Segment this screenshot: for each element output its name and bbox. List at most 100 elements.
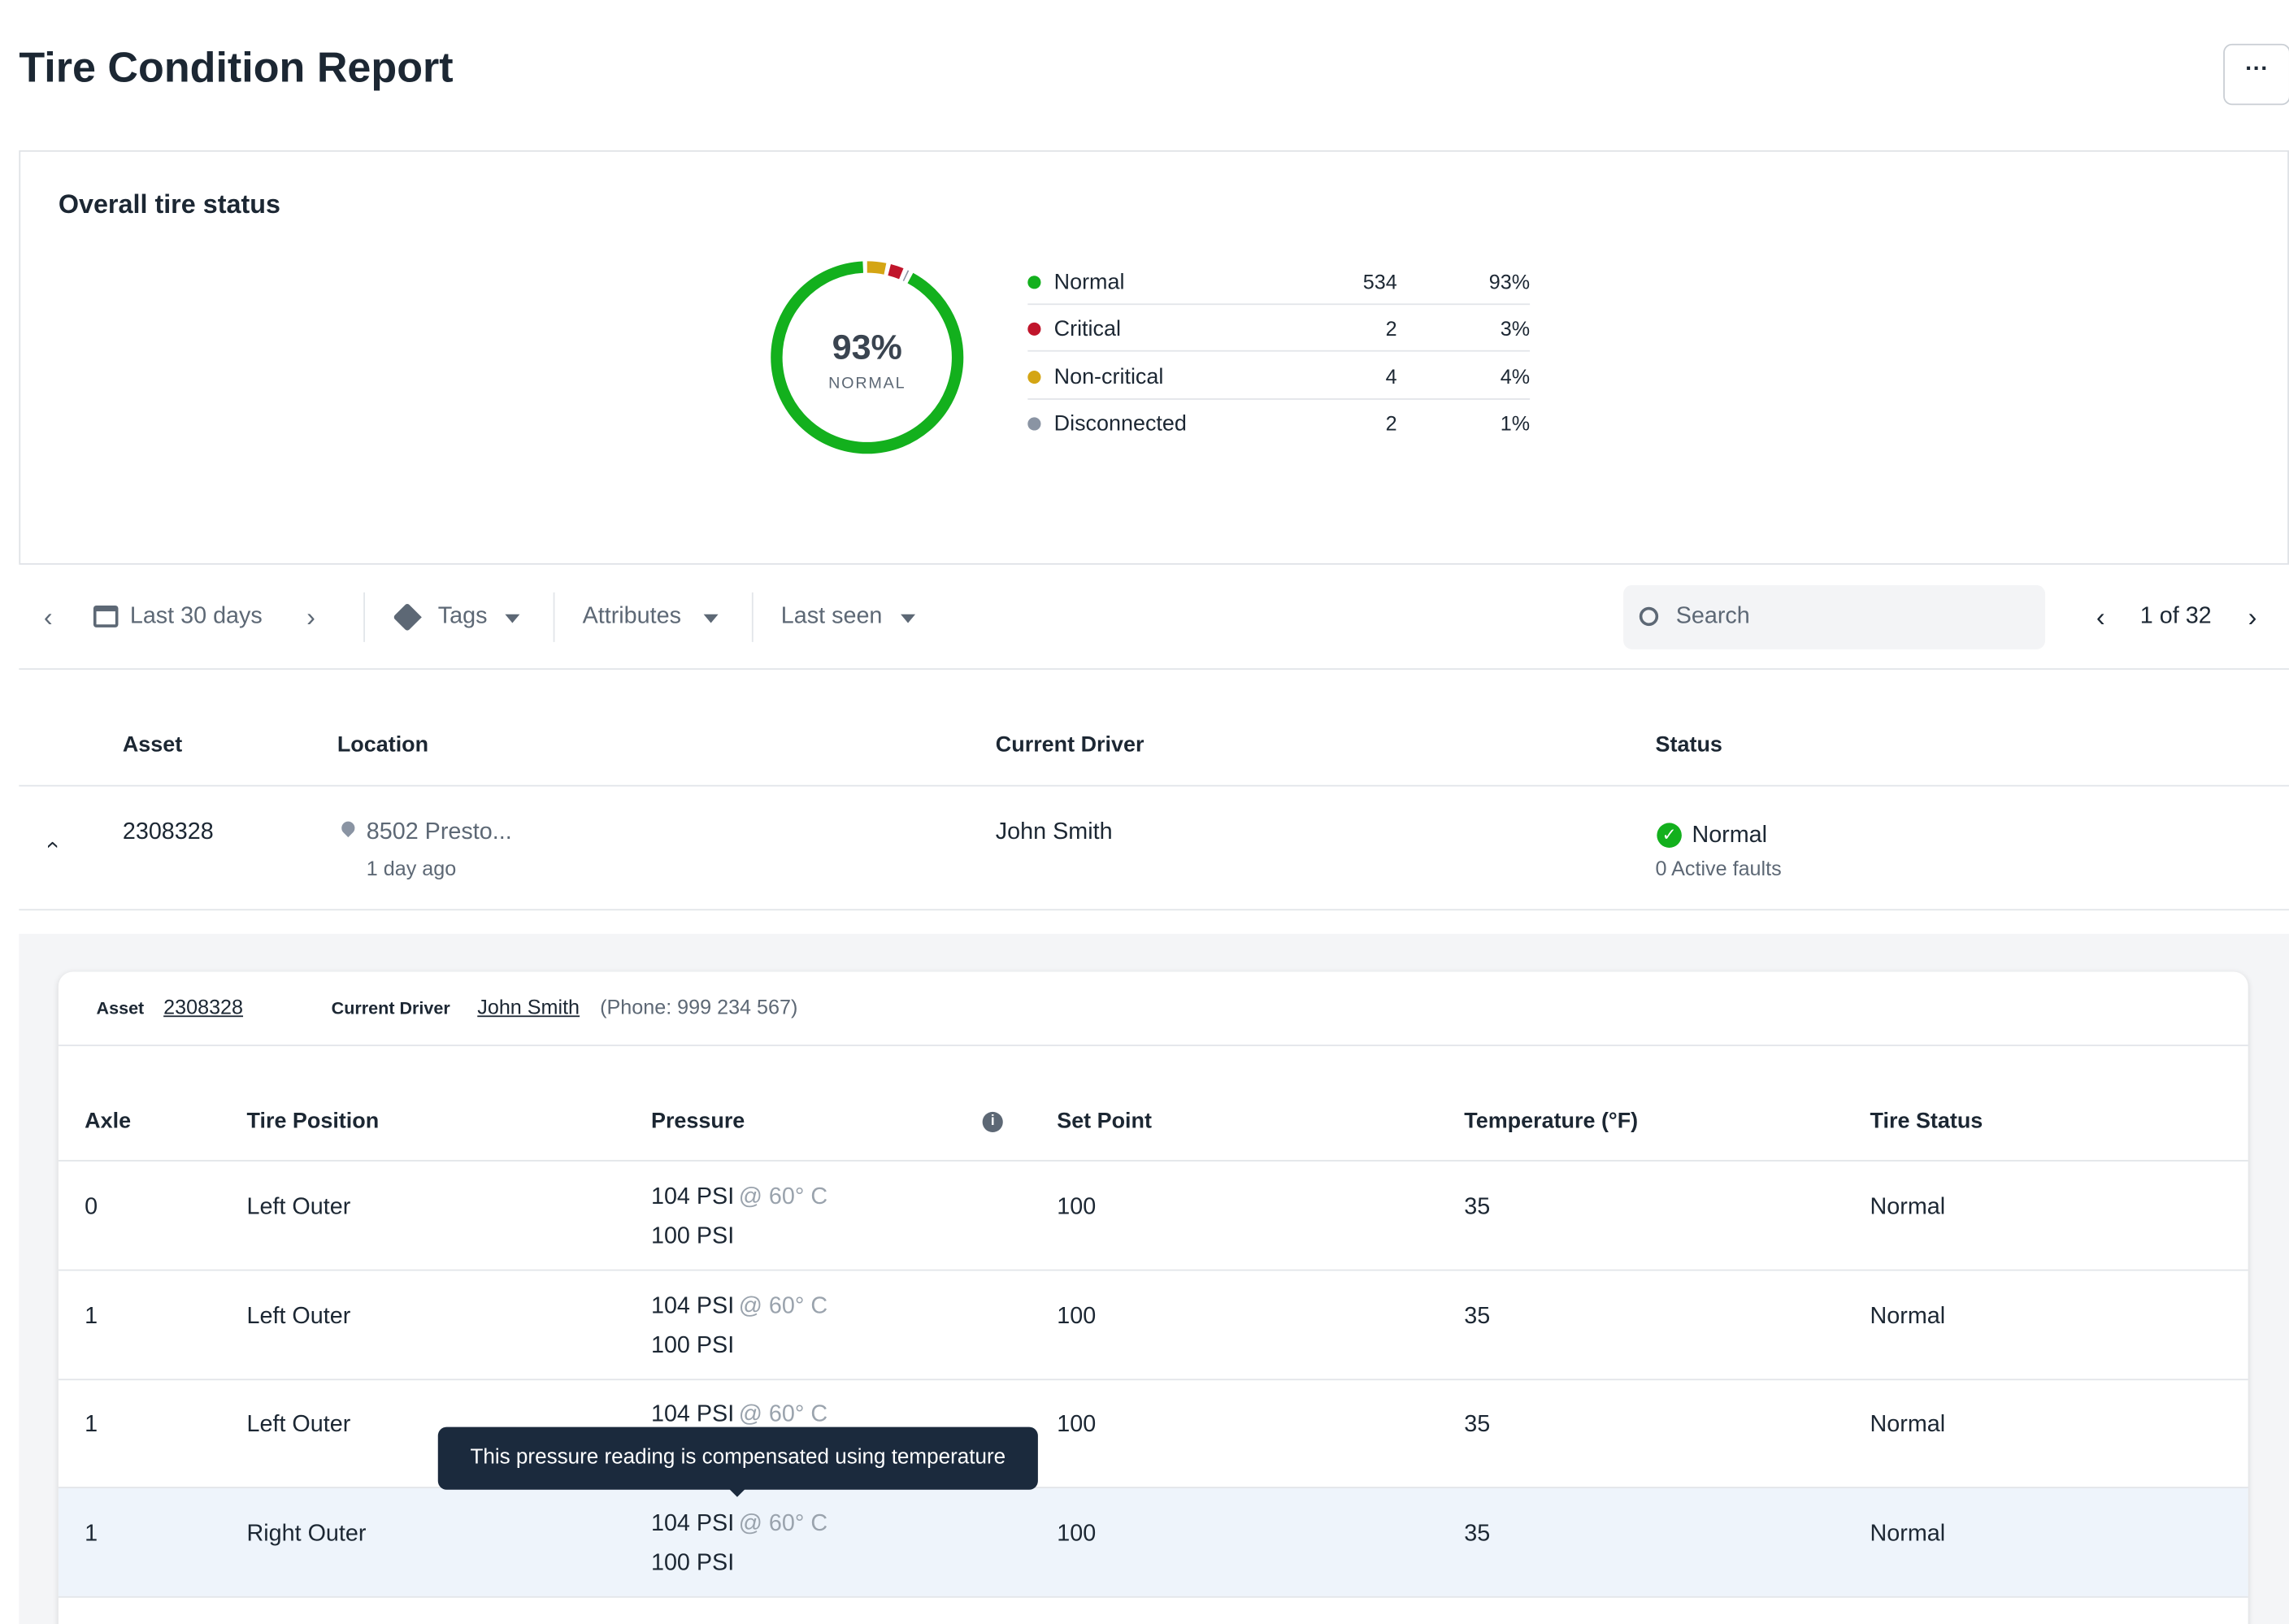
asset-link[interactable]: 2308328 xyxy=(163,995,244,1018)
filter-tags[interactable]: Tags xyxy=(437,604,488,629)
phone: (Phone: 999 234 567) xyxy=(600,995,798,1018)
pressure-base: 100 PSI xyxy=(650,1551,735,1576)
column-header: Current Driver xyxy=(995,732,1144,758)
legend-label: Non-critical xyxy=(1053,364,1164,389)
pressure-base: 100 PSI xyxy=(650,1224,735,1249)
location: 8502 Presto... xyxy=(366,819,512,845)
cell: 35 xyxy=(1464,1304,1491,1329)
donut-chart xyxy=(771,261,964,454)
prev-button[interactable]: ‹ xyxy=(43,602,53,632)
column-header: Axle xyxy=(85,1109,132,1134)
cell: 35 xyxy=(1464,1522,1491,1547)
divider xyxy=(58,1044,2248,1047)
legend-label: Critical xyxy=(1053,317,1121,342)
driver-link[interactable]: John Smith xyxy=(477,995,580,1018)
donut-value: 93% xyxy=(832,328,902,368)
filter-last-seen[interactable]: Last seen xyxy=(780,604,883,629)
divider xyxy=(751,592,754,642)
divider xyxy=(58,1378,2248,1380)
divider xyxy=(19,668,2289,670)
cell: 1 xyxy=(85,1304,98,1329)
legend-percent: 1% xyxy=(1500,411,1531,435)
compensation: @ 60° C xyxy=(738,1184,828,1210)
info-icon[interactable]: i xyxy=(982,1111,1003,1132)
legend-percent: 3% xyxy=(1500,317,1531,341)
search-placeholder: Search xyxy=(1675,604,1750,629)
divider xyxy=(58,1160,2248,1162)
pin-icon xyxy=(338,819,358,838)
legend-dot xyxy=(1027,370,1041,384)
legend-dot xyxy=(1027,417,1041,431)
faults: 0 Active faults xyxy=(1655,856,1782,880)
page-prev[interactable]: ‹ xyxy=(2096,602,2105,632)
legend-dot xyxy=(1027,323,1041,337)
pressure: 104 PSI xyxy=(650,1184,735,1210)
legend-count: 2 xyxy=(1385,411,1397,435)
collapse-button[interactable]: ‹ xyxy=(40,840,66,849)
column-header: Temperature (°F) xyxy=(1464,1109,1639,1134)
more-button[interactable]: ··· xyxy=(2223,43,2289,106)
divider xyxy=(58,1487,2248,1489)
cell: Normal xyxy=(1870,1522,1946,1547)
legend-label: Disconnected xyxy=(1053,411,1187,436)
cell: 1 xyxy=(85,1522,98,1547)
tooltip: This pressure reading is compensated usi… xyxy=(437,1426,1038,1490)
date-range[interactable]: Last 30 days xyxy=(129,604,263,629)
divider xyxy=(58,1596,2248,1598)
cell: Left Outer xyxy=(246,1195,351,1220)
divider xyxy=(363,592,365,642)
legend-count: 4 xyxy=(1385,364,1397,388)
asset-id[interactable]: 2308328 xyxy=(122,819,214,845)
cell: Normal xyxy=(1870,1195,1946,1220)
divider xyxy=(19,909,2289,911)
cell: 100 xyxy=(1057,1195,1097,1220)
page-title: Tire Condition Report xyxy=(19,45,454,93)
pressure: 104 PSI xyxy=(650,1402,735,1428)
column-header: Set Point xyxy=(1057,1109,1152,1134)
legend-label: Normal xyxy=(1053,270,1125,295)
next-button[interactable]: › xyxy=(306,602,315,632)
cell: Normal xyxy=(1870,1413,1946,1438)
column-header: Tire Position xyxy=(246,1109,380,1134)
tag-icon xyxy=(393,602,422,632)
legend-count: 534 xyxy=(1362,270,1397,293)
cell: 0 xyxy=(85,1195,98,1220)
cell: 35 xyxy=(1464,1195,1491,1220)
search-box[interactable] xyxy=(1623,584,2046,649)
caret xyxy=(505,614,520,631)
caret xyxy=(703,614,719,631)
donut-segment xyxy=(771,261,964,454)
driver: John Smith xyxy=(995,819,1113,845)
pressure-base: 100 PSI xyxy=(650,1333,735,1358)
legend-percent: 4% xyxy=(1500,364,1531,388)
cell: 100 xyxy=(1057,1304,1097,1329)
page-next[interactable]: › xyxy=(2248,602,2257,632)
filter-attributes[interactable]: Attributes xyxy=(582,604,681,629)
divider xyxy=(553,592,555,642)
compensation: @ 60° C xyxy=(738,1402,828,1428)
donut-segment xyxy=(771,261,964,454)
legend-dot xyxy=(1027,276,1041,289)
card-title: Overall tire status xyxy=(58,189,280,219)
calendar-icon xyxy=(93,605,119,627)
legend-count: 2 xyxy=(1385,317,1397,341)
cell: Left Outer xyxy=(246,1304,351,1329)
column-header: Status xyxy=(1655,732,1722,758)
divider xyxy=(1027,350,1531,353)
divider xyxy=(58,1269,2248,1271)
column-header: Pressure xyxy=(650,1109,745,1134)
cell: Left Outer xyxy=(246,1413,351,1438)
divider xyxy=(1027,303,1531,306)
row-highlight xyxy=(58,1488,2248,1597)
summary-card xyxy=(19,150,2289,565)
location-time: 1 day ago xyxy=(366,856,457,880)
cell: 100 xyxy=(1057,1413,1097,1438)
status: Normal xyxy=(1692,823,1768,848)
status-icon: ✓ xyxy=(1657,823,1682,848)
compensation: @ 60° C xyxy=(738,1293,828,1319)
column-header: Tire Status xyxy=(1870,1109,1983,1134)
compensation: @ 60° C xyxy=(738,1511,828,1537)
cell: 1 xyxy=(85,1413,98,1438)
cell: Right Outer xyxy=(246,1522,367,1547)
